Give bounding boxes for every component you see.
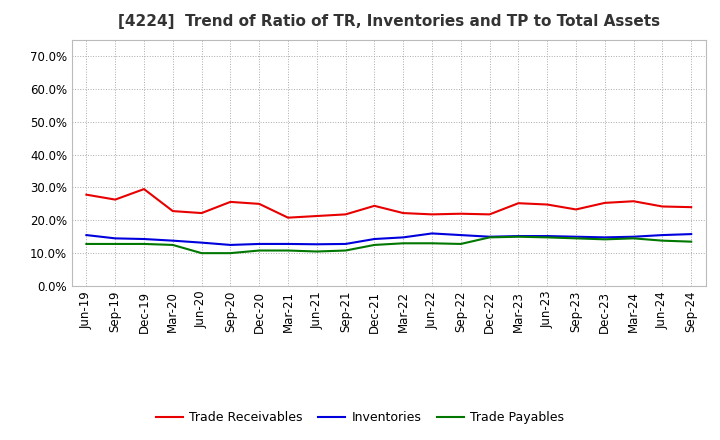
Trade Payables: [572, 236, 580, 241]
Inventories: [197, 240, 206, 245]
Trade Receivables: [629, 198, 638, 204]
Inventories: [111, 236, 120, 241]
Inventories: [399, 235, 408, 240]
Inventories: [341, 241, 350, 246]
Trade Payables: [111, 241, 120, 246]
Inventories: [82, 232, 91, 238]
Trade Payables: [687, 239, 696, 244]
Trade Receivables: [284, 215, 292, 220]
Inventories: [226, 242, 235, 248]
Inventories: [370, 236, 379, 242]
Trade Receivables: [658, 204, 667, 209]
Trade Receivables: [399, 210, 408, 216]
Trade Payables: [485, 235, 494, 240]
Trade Receivables: [687, 205, 696, 210]
Trade Payables: [168, 242, 177, 248]
Inventories: [284, 241, 292, 246]
Trade Receivables: [456, 211, 465, 216]
Inventories: [572, 234, 580, 239]
Trade Payables: [428, 241, 436, 246]
Trade Payables: [341, 248, 350, 253]
Trade Payables: [284, 248, 292, 253]
Trade Receivables: [428, 212, 436, 217]
Trade Receivables: [600, 200, 609, 205]
Inventories: [600, 235, 609, 240]
Trade Receivables: [226, 199, 235, 205]
Trade Receivables: [370, 203, 379, 209]
Trade Payables: [255, 248, 264, 253]
Inventories: [514, 234, 523, 239]
Trade Receivables: [111, 197, 120, 202]
Trade Receivables: [168, 209, 177, 214]
Trade Receivables: [514, 201, 523, 206]
Trade Payables: [226, 250, 235, 256]
Trade Payables: [456, 241, 465, 246]
Trade Payables: [197, 250, 206, 256]
Trade Payables: [312, 249, 321, 254]
Trade Payables: [82, 241, 91, 246]
Trade Receivables: [255, 201, 264, 206]
Trade Payables: [140, 241, 148, 246]
Line: Trade Receivables: Trade Receivables: [86, 189, 691, 218]
Inventories: [629, 234, 638, 239]
Trade Receivables: [485, 212, 494, 217]
Inventories: [428, 231, 436, 236]
Inventories: [543, 234, 552, 239]
Inventories: [255, 241, 264, 246]
Line: Trade Payables: Trade Payables: [86, 237, 691, 253]
Trade Receivables: [312, 213, 321, 219]
Trade Payables: [399, 241, 408, 246]
Trade Payables: [600, 237, 609, 242]
Trade Receivables: [341, 212, 350, 217]
Trade Receivables: [140, 187, 148, 192]
Trade Payables: [543, 235, 552, 240]
Inventories: [658, 232, 667, 238]
Inventories: [312, 242, 321, 247]
Line: Inventories: Inventories: [86, 234, 691, 245]
Trade Receivables: [197, 210, 206, 216]
Inventories: [168, 238, 177, 243]
Inventories: [140, 236, 148, 242]
Trade Payables: [658, 238, 667, 243]
Trade Payables: [514, 234, 523, 239]
Legend: Trade Receivables, Inventories, Trade Payables: Trade Receivables, Inventories, Trade Pa…: [150, 407, 570, 429]
Trade Receivables: [82, 192, 91, 197]
Trade Payables: [629, 236, 638, 241]
Inventories: [687, 231, 696, 237]
Inventories: [485, 234, 494, 239]
Inventories: [456, 232, 465, 238]
Title: [4224]  Trend of Ratio of TR, Inventories and TP to Total Assets: [4224] Trend of Ratio of TR, Inventories…: [118, 14, 660, 29]
Trade Receivables: [543, 202, 552, 207]
Trade Payables: [370, 242, 379, 248]
Trade Receivables: [572, 207, 580, 212]
